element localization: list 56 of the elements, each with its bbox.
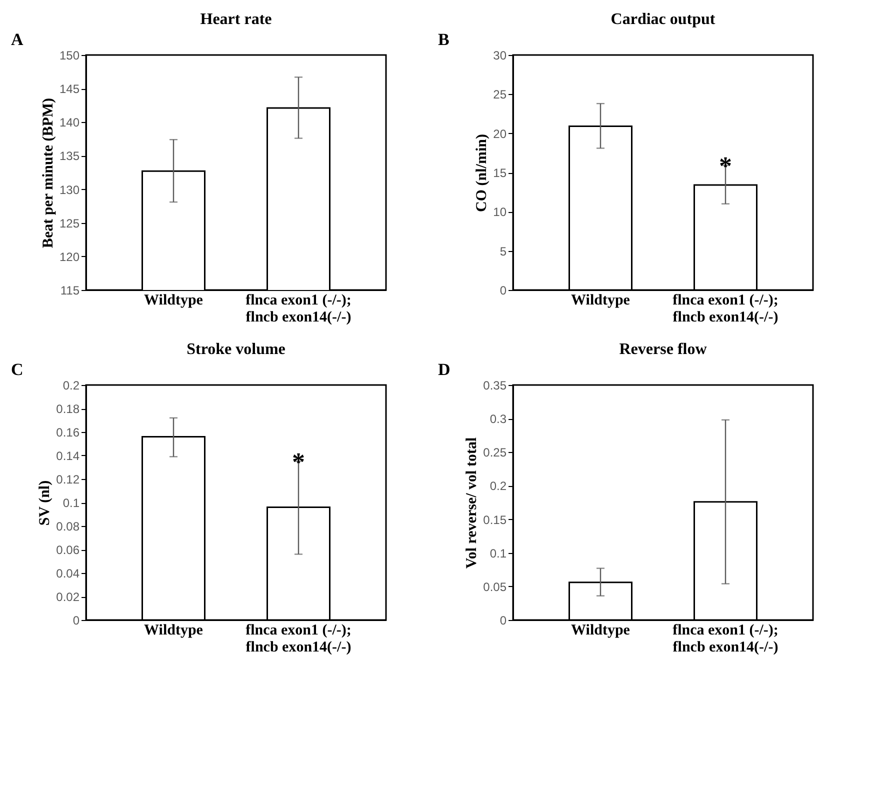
y-tick-label: 0.08	[56, 520, 80, 534]
y-tick-label: 20	[493, 126, 507, 141]
text: B	[438, 30, 450, 49]
text: C	[11, 360, 24, 379]
y-tick-label: 25	[493, 88, 507, 102]
y-tick-label: 130	[59, 182, 80, 197]
y-tick-label: 150	[59, 48, 80, 62]
y-tick-label: 0.16	[56, 426, 80, 440]
x-tick-label: Wildtype	[144, 292, 204, 308]
y-axis-title: Beat per minute (BPM)	[40, 98, 56, 248]
y-tick-label: 0.18	[56, 402, 80, 416]
y-tick-label: 115	[60, 284, 80, 298]
y-tick-label: 0.2	[490, 479, 507, 494]
y-tick-label: 0	[500, 284, 507, 298]
y-tick-label: 0.12	[56, 472, 80, 486]
x-tick-label: flnca exon1 (-/-); flncb exon14(-/-)	[246, 292, 352, 326]
x-tick-label: flnca exon1 (-/-); flncb exon14(-/-)	[246, 622, 352, 656]
y-tick-label: 0.05	[483, 580, 507, 594]
y-tick-label: 10	[493, 205, 507, 220]
y-tick-label: 0.25	[483, 446, 507, 460]
y-axis-title: SV (nl)	[37, 480, 54, 526]
x-tick-label: Wildtype	[571, 292, 630, 308]
y-tick-label: 0.35	[483, 378, 507, 392]
y-tick-label: 0.04	[56, 566, 80, 580]
text: D	[438, 360, 450, 379]
y-tick-label: 0	[500, 614, 507, 628]
y-tick-label: 0.14	[56, 449, 80, 463]
y-tick-label: 0.06	[56, 543, 80, 557]
chart-title: Reverse flow	[619, 341, 708, 358]
annotation: *	[719, 151, 732, 180]
x-tick-label: Wildtype	[571, 622, 630, 638]
x-tick-label: Wildtype	[144, 622, 204, 638]
y-tick-label: 135	[59, 149, 80, 164]
y-tick-label: 0.2	[62, 378, 80, 392]
y-tick-label: 0	[72, 614, 80, 628]
annotation: *	[292, 447, 305, 476]
y-tick-label: 15	[493, 166, 507, 180]
y-tick-label: 0.15	[483, 512, 507, 527]
text: A	[11, 30, 24, 49]
y-tick-label: 5	[500, 244, 507, 258]
y-tick-label: 0.3	[490, 412, 507, 426]
y-tick-label: 140	[59, 116, 80, 130]
x-tick-label: flnca exon1 (-/-); flncb exon14(-/-)	[672, 622, 778, 656]
y-tick-label: 145	[59, 82, 80, 96]
y-tick-label: 125	[59, 216, 80, 230]
y-tick-label: 0.1	[490, 546, 507, 560]
y-tick-label: 0.1	[62, 496, 80, 510]
y-axis-title: CO (nl/min)	[474, 134, 490, 212]
chart-title: Cardiac output	[610, 11, 716, 28]
y-tick-label: 120	[59, 250, 80, 264]
y-tick-label: 30	[493, 48, 507, 62]
y-tick-label: 0.02	[56, 590, 80, 604]
chart-title: Stroke volume	[186, 341, 286, 358]
x-tick-label: flnca exon1 (-/-); flncb exon14(-/-)	[672, 292, 778, 326]
chart-title: Heart rate	[200, 11, 272, 28]
y-axis-title: Vol reverse/ vol total	[464, 437, 480, 569]
